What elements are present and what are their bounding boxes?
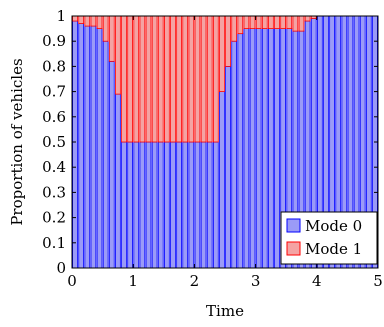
bar-mode0-33 [274,28,280,269]
bar-mode0-30 [255,28,262,269]
bar-mode1-27 [237,15,244,35]
bar-mode1-1 [78,15,85,24]
bar-mode0-29 [249,28,256,269]
bar-mode0-9 [127,141,134,269]
bar-mode0-22 [206,141,213,269]
legend-swatch-0 [286,218,301,233]
bar-mode1-25 [225,15,231,67]
bar-mode1-12 [145,15,152,143]
bar-mode0-13 [151,141,158,269]
bar-mode0-1 [78,23,85,269]
bar-mode1-30 [255,15,262,30]
bar-mode0-21 [200,141,207,269]
legend: Mode 0 Mode 1 [280,211,378,265]
bar-mode0-20 [194,141,201,269]
bar-mode1-32 [268,15,274,30]
y-tick-label: 0.7 [42,83,66,101]
bar-mode1-21 [200,15,207,143]
bar-mode0-6 [108,60,115,269]
bar-mode0-31 [261,28,268,269]
bar-mode1-20 [194,15,201,143]
bar-mode1-4 [96,15,103,30]
bar-mode0-12 [145,141,152,269]
bar-mode0-32 [268,28,274,269]
y-tick-label: 0 [56,259,66,277]
legend-swatch-1 [286,241,301,256]
y-tick-label: 0.4 [42,158,66,176]
bar-mode1-7 [115,15,121,95]
bar-mode0-0 [72,20,78,269]
bar-mode1-6 [108,15,115,62]
bar-mode1-31 [261,15,268,30]
bar-mode0-18 [182,141,189,269]
bar-mode1-26 [231,15,238,42]
bar-mode0-5 [102,40,109,269]
bar-mode1-28 [243,15,250,30]
y-tick-label: 0.6 [42,108,66,126]
bar-mode1-2 [84,15,91,27]
legend-label-1: Mode 1 [305,240,362,258]
bar-mode0-19 [188,141,195,269]
y-tick-label: 0.1 [42,234,66,252]
ticks-layer: 0 1 2 3 4 5 0 0.1 0.2 0.3 0.4 0.5 0.6 0.7 0.8 0.9 1 [42,7,383,290]
legend-label-0: Mode 0 [305,217,362,235]
bar-mode1-37 [298,15,305,32]
bar-mode0-25 [225,66,231,269]
bar-mode0-23 [212,141,219,269]
y-tick-label: 0.5 [42,133,66,151]
y-tick-label: 0.8 [42,57,66,75]
x-tick-label: 0 [67,272,77,290]
bar-mode1-35 [286,15,293,30]
bar-mode1-17 [176,15,182,143]
y-tick-label: 1 [56,7,66,25]
bar-mode1-11 [139,15,146,143]
bar-mode1-13 [151,15,158,143]
x-tick-label: 1 [128,272,138,290]
x-tick-label: 4 [312,272,322,290]
bar-mode1-24 [219,15,225,92]
x-axis-label: Time [206,302,244,320]
x-tick-label: 2 [190,272,200,290]
y-axis-label: Proportion of vehicles [8,58,26,225]
bar-mode1-36 [292,15,299,32]
bar-mode0-24 [219,91,225,269]
bar-mode0-16 [170,141,176,269]
bar-mode0-7 [115,93,121,269]
bar-mode0-28 [243,28,250,269]
bar-mode1-38 [304,15,311,22]
bar-mode1-8 [121,15,127,143]
bar-mode0-26 [231,40,238,269]
bar-mode0-3 [90,25,97,269]
bar-mode0-2 [84,25,91,269]
bar-mode1-18 [182,15,189,143]
bar-mode0-4 [96,28,103,269]
bar-mode0-11 [139,141,146,269]
bar-mode1-16 [170,15,176,143]
bar-mode1-29 [249,15,256,30]
bar-mode0-27 [237,33,244,269]
bar-mode1-22 [206,15,213,143]
bar-mode0-15 [163,141,170,269]
bar-mode0-17 [176,141,182,269]
bar-mode1-0 [72,15,78,22]
bar-mode1-10 [133,15,140,143]
bar-mode1-3 [90,15,97,27]
bar-mode1-15 [163,15,170,143]
bar-mode1-23 [212,15,219,143]
bar-mode1-9 [127,15,134,143]
bar-mode0-14 [157,141,164,269]
bar-mode0-8 [121,141,127,269]
bar-mode1-34 [280,15,286,30]
bar-mode1-14 [157,15,164,143]
y-tick-label: 0.3 [42,183,66,201]
bar-mode1-19 [188,15,195,143]
bar-mode1-33 [274,15,280,30]
y-tick-label: 0.9 [42,32,66,50]
x-tick-label: 5 [373,272,383,290]
bar-mode1-5 [102,15,109,42]
bar-mode0-10 [133,141,140,269]
x-tick-label: 3 [251,272,261,290]
y-tick-label: 0.2 [42,209,66,227]
